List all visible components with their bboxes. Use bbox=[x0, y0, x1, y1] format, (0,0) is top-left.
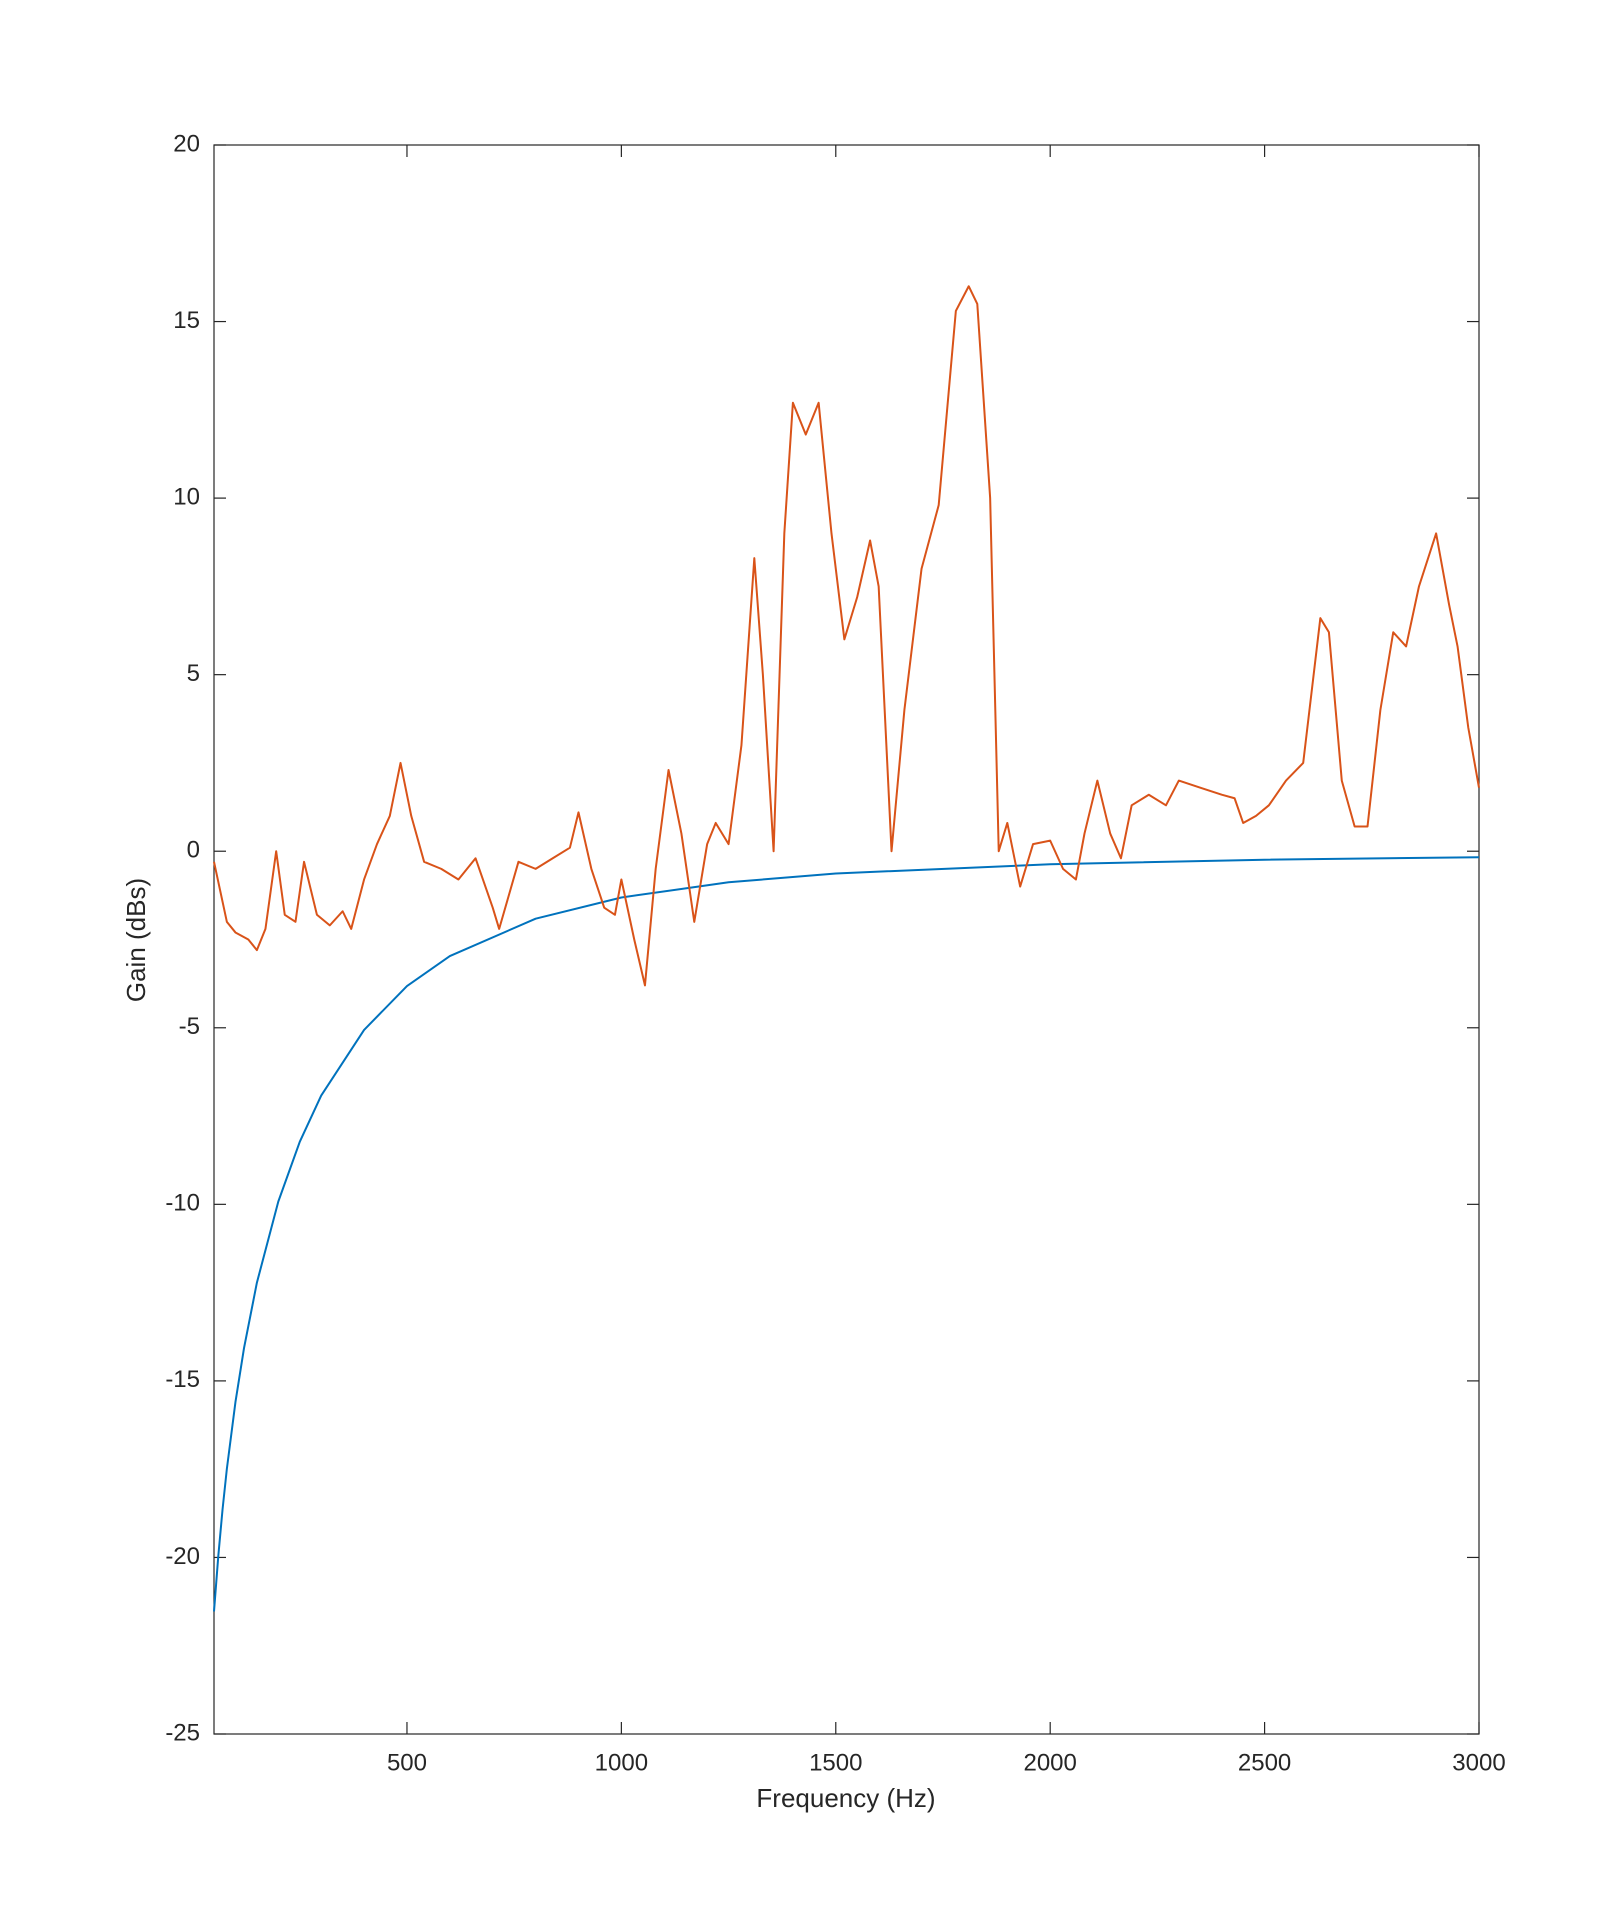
x-axis-title: Frequency (Hz) bbox=[756, 1783, 935, 1813]
y-tick-label: -10 bbox=[165, 1190, 200, 1217]
x-tick-label: 2500 bbox=[1238, 1749, 1291, 1776]
y-axis-title: Gain (dBs) bbox=[121, 878, 151, 1002]
y-tick-label: 10 bbox=[173, 483, 200, 510]
x-tick-label: 500 bbox=[387, 1749, 427, 1776]
y-tick-label: 15 bbox=[173, 307, 200, 334]
x-tick-label: 2000 bbox=[1023, 1749, 1076, 1776]
plot-area bbox=[213, 144, 1480, 1735]
y-tick-label: -5 bbox=[179, 1013, 200, 1040]
x-tick-label: 1000 bbox=[595, 1749, 648, 1776]
y-tick-label: 5 bbox=[187, 660, 200, 687]
data-line bbox=[213, 285, 1480, 987]
y-tick-label: -20 bbox=[165, 1543, 200, 1570]
x-tick-label: 1500 bbox=[809, 1749, 862, 1776]
x-tick-label: 3000 bbox=[1452, 1749, 1505, 1776]
data-line bbox=[213, 856, 1480, 1612]
y-tick-label: 0 bbox=[187, 837, 200, 864]
y-tick-label: 20 bbox=[173, 130, 200, 157]
y-tick-label: -25 bbox=[165, 1719, 200, 1746]
y-tick-label: -15 bbox=[165, 1366, 200, 1393]
